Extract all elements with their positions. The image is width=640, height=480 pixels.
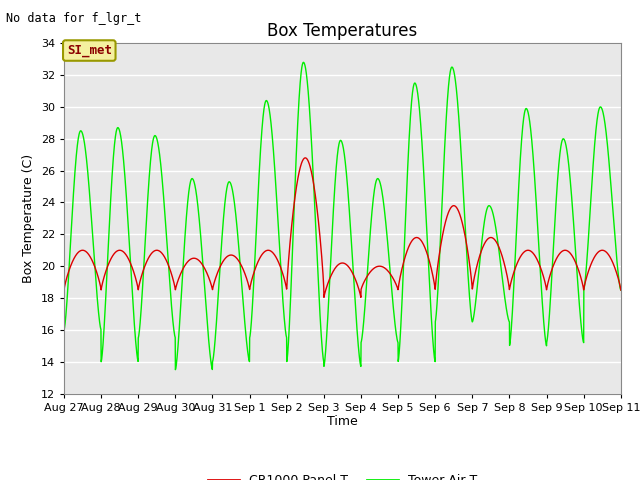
Tower Air T xyxy=(60,327,68,333)
CR1000 Panel T xyxy=(60,287,68,293)
CR1000 Panel T xyxy=(606,254,614,260)
Tower Air T xyxy=(157,160,164,166)
CR1000 Panel T xyxy=(298,160,305,166)
Text: SI_met: SI_met xyxy=(67,44,112,57)
Y-axis label: Box Temperature (C): Box Temperature (C) xyxy=(22,154,35,283)
Tower Air T xyxy=(274,214,282,219)
Title: Box Temperatures: Box Temperatures xyxy=(268,22,417,40)
X-axis label: Time: Time xyxy=(327,415,358,429)
Line: CR1000 Panel T: CR1000 Panel T xyxy=(64,158,621,297)
Tower Air T xyxy=(172,367,179,372)
Text: No data for f_lgr_t: No data for f_lgr_t xyxy=(6,12,142,25)
CR1000 Panel T xyxy=(320,294,328,300)
Tower Air T xyxy=(124,211,131,217)
CR1000 Panel T xyxy=(301,155,309,161)
CR1000 Panel T xyxy=(274,257,282,263)
Tower Air T xyxy=(617,287,625,293)
Tower Air T xyxy=(300,60,307,65)
Tower Air T xyxy=(547,300,554,305)
Tower Air T xyxy=(298,64,306,70)
Line: Tower Air T: Tower Air T xyxy=(64,62,621,370)
CR1000 Panel T xyxy=(157,249,164,255)
CR1000 Panel T xyxy=(547,272,554,277)
Tower Air T xyxy=(606,174,614,180)
Legend: CR1000 Panel T, Tower Air T: CR1000 Panel T, Tower Air T xyxy=(203,469,482,480)
CR1000 Panel T xyxy=(124,254,131,260)
CR1000 Panel T xyxy=(617,287,625,293)
